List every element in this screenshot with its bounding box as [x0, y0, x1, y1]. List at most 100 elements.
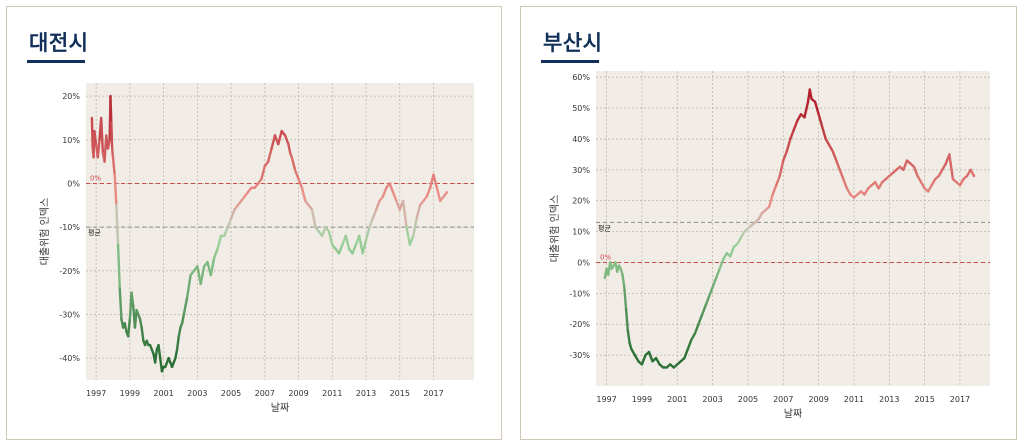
series-segment — [442, 190, 449, 198]
y-tick-label: 50% — [572, 104, 590, 113]
y-tick-label: -20% — [59, 267, 80, 276]
series-segment — [310, 208, 317, 229]
panel-title: 대전시 — [29, 31, 89, 55]
series-segment — [704, 295, 711, 307]
series-segment — [199, 265, 206, 286]
series-segment — [775, 174, 781, 187]
series-segment — [623, 285, 628, 310]
series-segment — [99, 116, 105, 155]
x-tick-label: 2003 — [702, 395, 722, 404]
x-axis-label: 날짜 — [271, 402, 289, 414]
series-segment — [408, 234, 415, 246]
series-segment — [223, 225, 229, 238]
chart-panel-busan: 부산시 60% 50% 40% 30% 20% 10% 0% -10% -20% -30% 1997… — [520, 6, 1017, 440]
series-segment — [707, 285, 714, 298]
x-tick-label: 2017 — [423, 389, 443, 398]
series-segment — [96, 138, 101, 159]
series-segment — [110, 147, 115, 159]
series-segment — [213, 247, 219, 259]
series-segment — [361, 239, 368, 255]
panel-title: 부산시 — [543, 31, 603, 55]
y-tick-label: 60% — [572, 73, 590, 82]
series-segment — [767, 193, 774, 209]
series-segment — [113, 173, 118, 207]
series-segment — [808, 88, 813, 100]
series-segment — [93, 129, 98, 146]
series-segment — [344, 234, 351, 251]
series-segment — [364, 225, 371, 242]
series-segment — [902, 159, 909, 172]
x-tick-label: 2011 — [322, 389, 342, 398]
y-axis-label: 대출위험 인덱스 — [548, 195, 561, 263]
series-segment — [714, 267, 721, 280]
y-tick-label: 10% — [62, 136, 80, 145]
x-tick-label: 2009 — [808, 395, 828, 404]
x-tick-label: 2011 — [844, 395, 864, 404]
title-underline — [541, 60, 599, 63]
series-segment — [266, 147, 273, 163]
zero-line-label: 0% — [90, 174, 101, 182]
series-segment — [686, 338, 693, 351]
series-segment — [388, 182, 395, 194]
y-tick-label: -30% — [569, 351, 590, 360]
series-segment — [126, 317, 132, 338]
series-segment — [216, 234, 223, 251]
series-segment — [771, 184, 778, 196]
series-segment — [626, 329, 631, 344]
series-segment — [729, 245, 736, 258]
series-segment — [133, 308, 138, 329]
series-segment — [177, 326, 182, 338]
series-segment — [697, 313, 704, 326]
series-segment — [138, 317, 143, 329]
title-underline — [27, 60, 85, 63]
x-tick-label: 2005 — [738, 395, 758, 404]
chart-panel-daejeon: 대전시 20% 10% 0% -10% -20% -30% -40% 1997 1999 2001… — [6, 6, 502, 440]
series-segment — [391, 190, 398, 203]
series-segment — [320, 225, 327, 238]
series-segment — [700, 304, 707, 317]
series-segment — [817, 113, 824, 128]
series-segment — [283, 134, 290, 146]
x-tick-label: 2007 — [255, 389, 275, 398]
series-segment — [838, 168, 845, 181]
y-axis-label: 대출위험 인덱스 — [38, 198, 51, 266]
series-segment — [209, 256, 216, 277]
series-segment — [111, 156, 116, 176]
series-segment — [90, 116, 94, 150]
series-segment — [293, 169, 300, 181]
chart-daejeon: 20% 10% 0% -10% -20% -30% -40% 1997 1999 2001 2003… — [38, 83, 474, 414]
y-tick-label: 20% — [62, 92, 80, 101]
series-segment — [778, 159, 785, 178]
y-tick-label: 0% — [67, 179, 80, 188]
series-segment — [300, 186, 307, 203]
x-tick-label: 2003 — [187, 389, 207, 398]
series-segment — [371, 208, 378, 220]
x-tick-label: 1997 — [596, 395, 616, 404]
series-segment — [226, 217, 233, 229]
series-segment — [337, 243, 344, 255]
series-segment — [401, 199, 408, 229]
y-tick-label: 20% — [572, 197, 590, 206]
series-segment — [412, 217, 418, 238]
series-segment — [116, 243, 121, 290]
series-segment — [693, 323, 700, 335]
series-segment — [624, 307, 630, 332]
series-segment — [140, 326, 145, 342]
series-segment — [711, 276, 718, 289]
series-segment — [831, 150, 838, 162]
series-segment — [290, 156, 297, 172]
series-segment — [109, 94, 113, 124]
series-segment — [425, 186, 432, 198]
average-line-label: 평균 — [88, 228, 101, 237]
x-tick-label: 2015 — [390, 389, 410, 398]
series-segment — [912, 165, 919, 178]
series-segment — [683, 347, 690, 360]
series-segment — [327, 230, 334, 246]
y-tick-label: 10% — [572, 228, 590, 237]
series-segment — [842, 177, 849, 190]
series-segment — [110, 121, 114, 150]
series-segment — [718, 258, 725, 270]
series-segment — [115, 204, 120, 246]
series-segment — [287, 142, 292, 155]
series-line — [603, 88, 976, 369]
